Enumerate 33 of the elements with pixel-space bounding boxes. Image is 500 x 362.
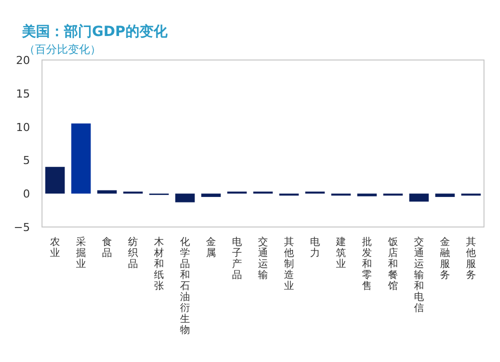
category-label: 化学品和石油衍生物 [180,237,190,336]
x-tick-label: 采掘业 [76,236,86,270]
x-tick-label: 木材和纸张 [153,236,164,292]
bar [175,194,195,202]
x-tick-label: 其他制造业 [284,236,294,292]
x-tick-label: 其他服务 [466,236,476,281]
x-tick-label: 金属 [206,236,216,259]
y-tick-label: 15 [16,87,30,100]
x-tick-label: 农业 [50,237,60,259]
x-tick-label: 交通运输和电信 [414,236,424,314]
bar [409,194,429,202]
x-tick-label: 电力 [310,236,320,259]
chart-subtitle: （百分比变化） [24,43,101,56]
y-tick-label: −5 [14,221,30,234]
x-tick-label: 建筑业 [335,236,346,270]
x-tick-label: 纺织品 [128,236,138,270]
x-tick-label: 批发和零售 [362,236,372,292]
x-tick-label: 交通运输 [258,236,268,281]
y-tick-label: 20 [16,54,30,67]
bar [435,194,455,197]
x-tick-label: 金融服务 [440,236,450,281]
x-tick-label: 电子产品 [232,236,242,281]
x-tick-label: 饭店和餐馆 [387,237,398,292]
bar [357,194,377,196]
y-tick-label: 0 [23,188,30,201]
x-tick-label: 食品 [102,236,112,259]
bar [45,166,65,194]
bar [201,194,221,197]
bar [71,123,91,194]
y-tick-label: 10 [16,120,30,134]
y-tick-label: 5 [23,154,30,168]
chart-title: 美国：部门GDP的变化 [21,23,168,40]
bar [97,190,117,194]
